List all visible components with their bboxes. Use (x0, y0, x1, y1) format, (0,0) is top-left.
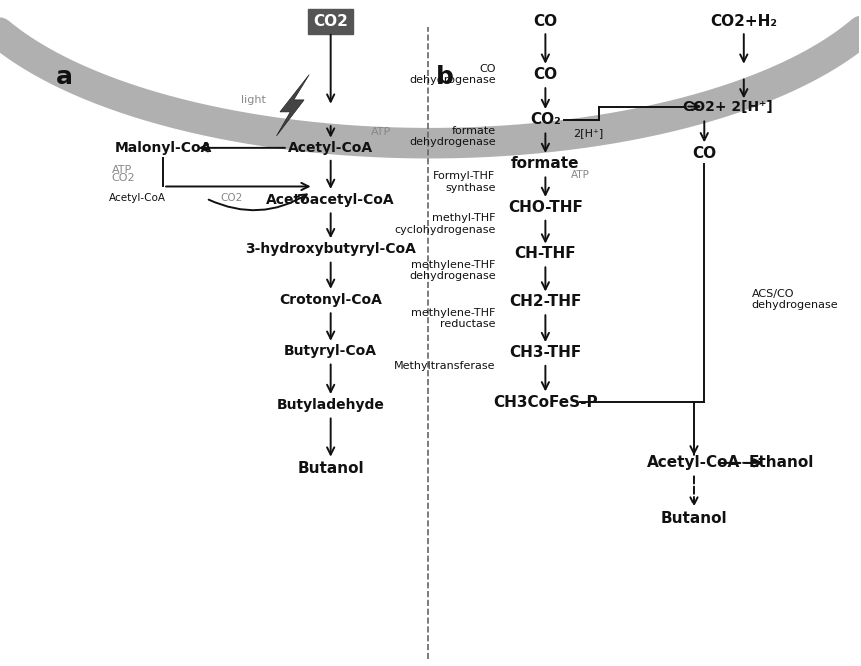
Text: 2[H⁺]: 2[H⁺] (573, 128, 603, 139)
Text: Ethanol: Ethanol (748, 456, 814, 470)
Text: CO
dehydrogenase: CO dehydrogenase (408, 64, 495, 85)
Text: Butyladehyde: Butyladehyde (276, 398, 384, 412)
Text: ACS/CO
dehydrogenase: ACS/CO dehydrogenase (751, 289, 837, 310)
Text: Crotonyl-CoA: Crotonyl-CoA (279, 292, 381, 307)
Text: ATP: ATP (112, 165, 132, 175)
Text: CH3CoFeS-P: CH3CoFeS-P (492, 395, 597, 410)
Text: CO2: CO2 (313, 14, 348, 29)
Text: methylene-THF
dehydrogenase: methylene-THF dehydrogenase (408, 260, 495, 281)
Text: light: light (241, 95, 265, 105)
Text: CH2-THF: CH2-THF (509, 294, 581, 309)
Text: Acetoacetyl-CoA: Acetoacetyl-CoA (266, 192, 394, 207)
Text: formate: formate (511, 157, 579, 171)
Text: Butanol: Butanol (660, 511, 727, 525)
Text: a: a (56, 65, 73, 89)
Text: CO: CO (533, 67, 557, 82)
Text: Formyl-THF
synthase: Formyl-THF synthase (433, 171, 495, 192)
Text: CO: CO (533, 14, 557, 29)
Text: methylene-THF
reductase: methylene-THF reductase (411, 308, 495, 329)
Text: CHO-THF: CHO-THF (507, 200, 582, 214)
Text: CO2: CO2 (220, 193, 243, 204)
Text: CO2+H₂: CO2+H₂ (709, 14, 777, 29)
Text: methyl-THF
cyclohydrogenase: methyl-THF cyclohydrogenase (393, 213, 495, 234)
Text: b: b (436, 65, 453, 89)
Text: CO: CO (691, 146, 715, 161)
Text: CH3-THF: CH3-THF (509, 345, 581, 360)
Text: CO₂: CO₂ (530, 113, 561, 127)
Text: Butanol: Butanol (297, 462, 363, 476)
Text: CO2: CO2 (112, 173, 135, 184)
Text: Butyryl-CoA: Butyryl-CoA (284, 344, 377, 358)
Text: Acetyl-CoA: Acetyl-CoA (647, 456, 740, 470)
Text: ATP: ATP (370, 127, 391, 137)
Text: CO2+ 2[H⁺]: CO2+ 2[H⁺] (683, 99, 772, 114)
Text: 3-hydroxybutyryl-CoA: 3-hydroxybutyryl-CoA (245, 242, 416, 256)
Text: Methyltransferase: Methyltransferase (393, 361, 495, 372)
Polygon shape (276, 75, 309, 136)
Text: Acetyl-CoA: Acetyl-CoA (288, 141, 373, 155)
Text: formate
dehydrogenase: formate dehydrogenase (408, 126, 495, 147)
Text: Malonyl-CoA: Malonyl-CoA (115, 141, 212, 155)
Text: Acetyl-CoA: Acetyl-CoA (108, 193, 165, 204)
Text: ATP: ATP (571, 170, 589, 180)
Text: CH-THF: CH-THF (514, 246, 575, 261)
